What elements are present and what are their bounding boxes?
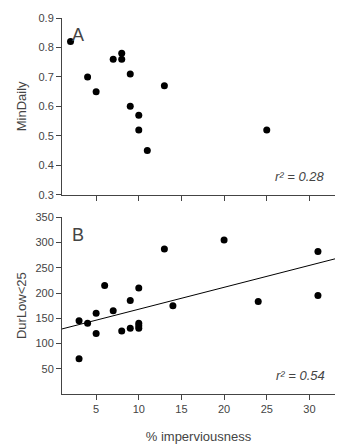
svg-text:% imperviousness: % imperviousness [146, 429, 252, 444]
svg-text:DurLow<25: DurLow<25 [14, 272, 29, 339]
svg-text:15: 15 [175, 403, 187, 415]
svg-text:50: 50 [42, 363, 54, 375]
svg-text:350: 350 [35, 211, 53, 223]
svg-text:5: 5 [93, 403, 99, 415]
svg-text:100: 100 [35, 337, 53, 349]
svg-text:0.7: 0.7 [39, 71, 54, 83]
svg-text:0.8: 0.8 [39, 41, 54, 53]
svg-text:0.5: 0.5 [39, 130, 54, 142]
svg-text:250: 250 [35, 262, 53, 274]
svg-text:200: 200 [35, 287, 53, 299]
svg-text:A: A [72, 25, 84, 45]
svg-text:150: 150 [35, 312, 53, 324]
svg-text:20: 20 [218, 403, 230, 415]
svg-text:0.6: 0.6 [39, 100, 54, 112]
svg-text:0.9: 0.9 [39, 12, 54, 24]
svg-text:25: 25 [261, 403, 273, 415]
svg-text:B: B [72, 225, 84, 245]
svg-text:r² = 0.54: r² = 0.54 [276, 368, 325, 383]
svg-text:30: 30 [303, 403, 315, 415]
svg-text:r² = 0.28: r² = 0.28 [275, 169, 325, 184]
svg-text:0.4: 0.4 [39, 159, 54, 171]
svg-text:300: 300 [35, 236, 53, 248]
svg-text:10: 10 [133, 403, 145, 415]
svg-text:0.3: 0.3 [39, 189, 54, 201]
svg-text:MinDaily: MinDaily [14, 81, 29, 131]
